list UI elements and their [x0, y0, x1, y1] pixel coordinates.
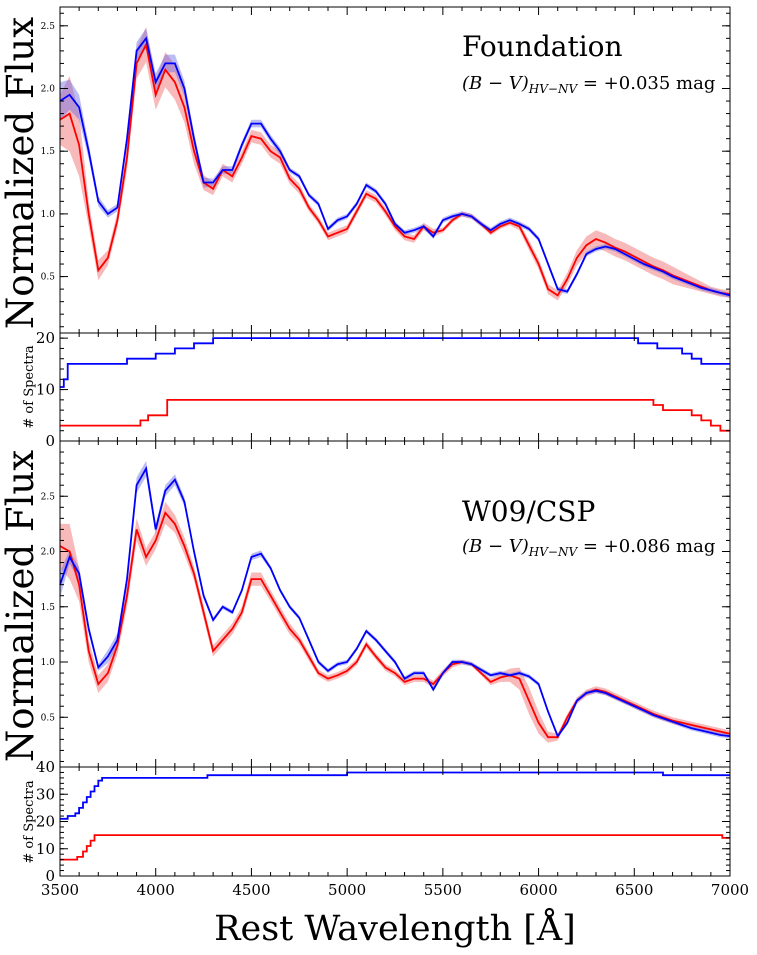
annotation-sub: HV−NV: [528, 545, 579, 559]
blue-uncertainty-band: [60, 460, 730, 739]
y-tick-label: 0.5: [41, 273, 56, 283]
y-tick-label: 30: [36, 785, 55, 803]
y-tick-label: 2.0: [41, 85, 56, 95]
panel-frame: [59, 332, 731, 442]
y-tick-label: 2.5: [41, 492, 56, 502]
red-uncertainty-band: [60, 27, 730, 301]
y-tick-label: 1.5: [41, 603, 56, 613]
x-tick-label: 5000: [328, 881, 366, 899]
foundation-flux-panel: 0.5 1.0 1.5 2.0 2.5 Foundation (B − V)HV−NV …: [41, 6, 731, 334]
panel-title: W09/CSP: [462, 495, 595, 528]
color-difference-annotation: (B − V)HV−NV = +0.086 mag: [462, 536, 715, 559]
y-tick-label: 2.0: [41, 548, 56, 558]
x-axis-label: Rest Wavelength [Å]: [214, 906, 576, 949]
y-tick-label: 0.5: [41, 713, 56, 723]
y-tick-label: 10: [36, 381, 55, 399]
y-tick-label: 2.5: [41, 22, 56, 32]
x-tick-label: 6000: [519, 881, 557, 899]
foundation-count-panel: 0 10 20: [36, 329, 731, 450]
red-spectrum-line: [59, 511, 731, 739]
w09csp-count-panel: 3500 4000 4500 5000 5500 6000 6500 7000 0 10 20 30 4…: [36, 758, 749, 899]
y-tick-label: 20: [36, 329, 55, 347]
panel-frame: [59, 6, 731, 334]
red-spectrum-line: [59, 41, 731, 297]
y-axis-label-top: Normalized Flux: [0, 17, 42, 329]
annotation-main: (B − V): [462, 73, 529, 94]
x-tick-label: 6500: [615, 881, 653, 899]
panel-frame: [59, 440, 731, 768]
red-count-step-line: [60, 834, 730, 861]
annotation-main: (B − V): [462, 536, 529, 557]
y-tick-label: 10: [36, 840, 55, 858]
red-count-step-line: [60, 398, 730, 432]
annotation-sub: HV−NV: [528, 82, 579, 96]
blue-count-step-line: [60, 337, 730, 388]
y-tick-label: 1.5: [41, 147, 56, 157]
blue-spectrum-line: [59, 36, 731, 297]
x-tick-label: 5500: [424, 881, 462, 899]
y-tick-label: 0: [45, 867, 55, 885]
annotation-value: = +0.035 mag: [577, 73, 715, 94]
x-tick-label: 4500: [232, 881, 270, 899]
count-axis-label-top: # of Spectra: [22, 345, 37, 428]
color-difference-annotation: (B − V)HV−NV = +0.035 mag: [462, 73, 715, 96]
count-axis-label-bottom: # of Spectra: [22, 780, 37, 863]
panel-title: Foundation: [462, 30, 623, 63]
panel-frame: [59, 766, 731, 877]
x-tick-label: 7000: [711, 881, 749, 899]
w09csp-flux-panel: 0.5 1.0 1.5 2.0 2.5 W09/CSP (B − V)HV−NV = +…: [41, 440, 731, 768]
y-tick-label: 1.0: [41, 210, 56, 220]
y-tick-label: 40: [36, 758, 55, 776]
x-tick-label: 4000: [137, 881, 175, 899]
blue-spectrum-line: [59, 465, 731, 738]
blue-count-step-line: [60, 771, 730, 820]
y-tick-label: 1.0: [41, 658, 56, 668]
annotation-value: = +0.086 mag: [577, 536, 715, 557]
y-axis-label-bottom: Normalized Flux: [0, 450, 42, 762]
y-tick-label: 20: [36, 813, 55, 831]
y-tick-label: 0: [45, 432, 55, 450]
x-tick-label: 3500: [41, 881, 79, 899]
